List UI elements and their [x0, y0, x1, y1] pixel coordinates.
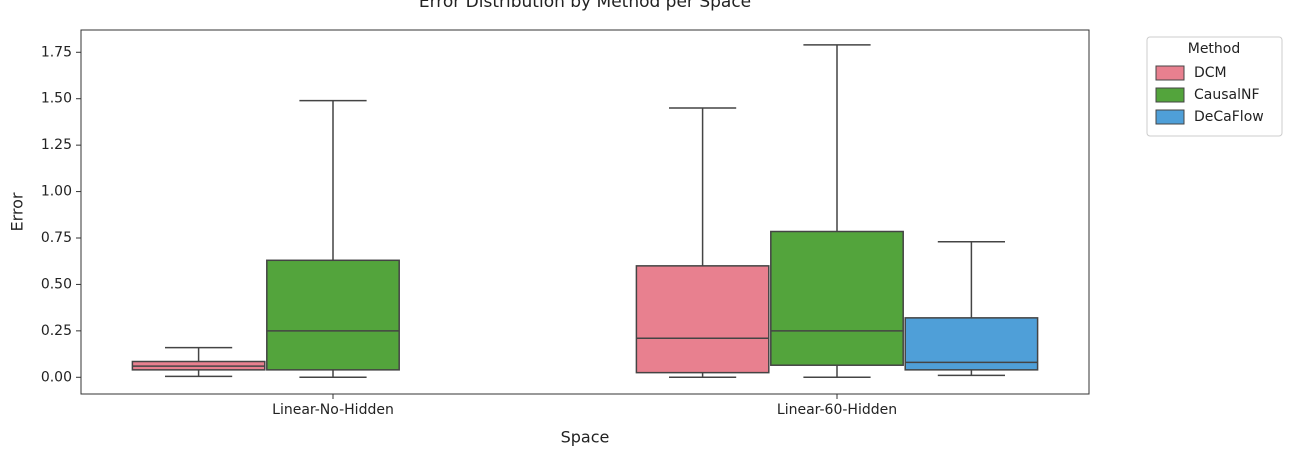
plot-frame	[80, 29, 1090, 395]
y-tick-label: 1.00	[41, 184, 72, 200]
y-tick-label: 1.75	[41, 44, 72, 60]
x-tick-label: Linear-No-Hidden	[272, 402, 394, 418]
legend-label: DCM	[1194, 65, 1227, 81]
legend-swatch	[1155, 87, 1185, 103]
x-tick-label: Linear-60-Hidden	[777, 402, 897, 418]
legend-swatch	[1155, 65, 1185, 81]
box	[635, 265, 770, 374]
legend-swatch	[1155, 109, 1185, 125]
y-tick-label: 0.00	[41, 369, 72, 385]
chart-title: Error Distribution by Method per Space	[419, 0, 751, 12]
legend-label: CausalNF	[1194, 87, 1260, 103]
y-tick-label: 1.25	[41, 137, 72, 153]
box	[904, 317, 1039, 371]
legend-title: Method	[1188, 41, 1241, 57]
y-tick-label: 0.50	[41, 276, 72, 292]
legend-label: DeCaFlow	[1194, 109, 1264, 125]
box	[266, 259, 400, 371]
y-tick-label: 0.75	[41, 230, 72, 246]
x-axis-title: Space	[561, 428, 610, 447]
box	[770, 230, 904, 366]
y-tick-label: 1.50	[41, 91, 72, 107]
y-tick-label: 0.25	[41, 323, 72, 339]
y-axis-title: Error	[8, 192, 27, 231]
